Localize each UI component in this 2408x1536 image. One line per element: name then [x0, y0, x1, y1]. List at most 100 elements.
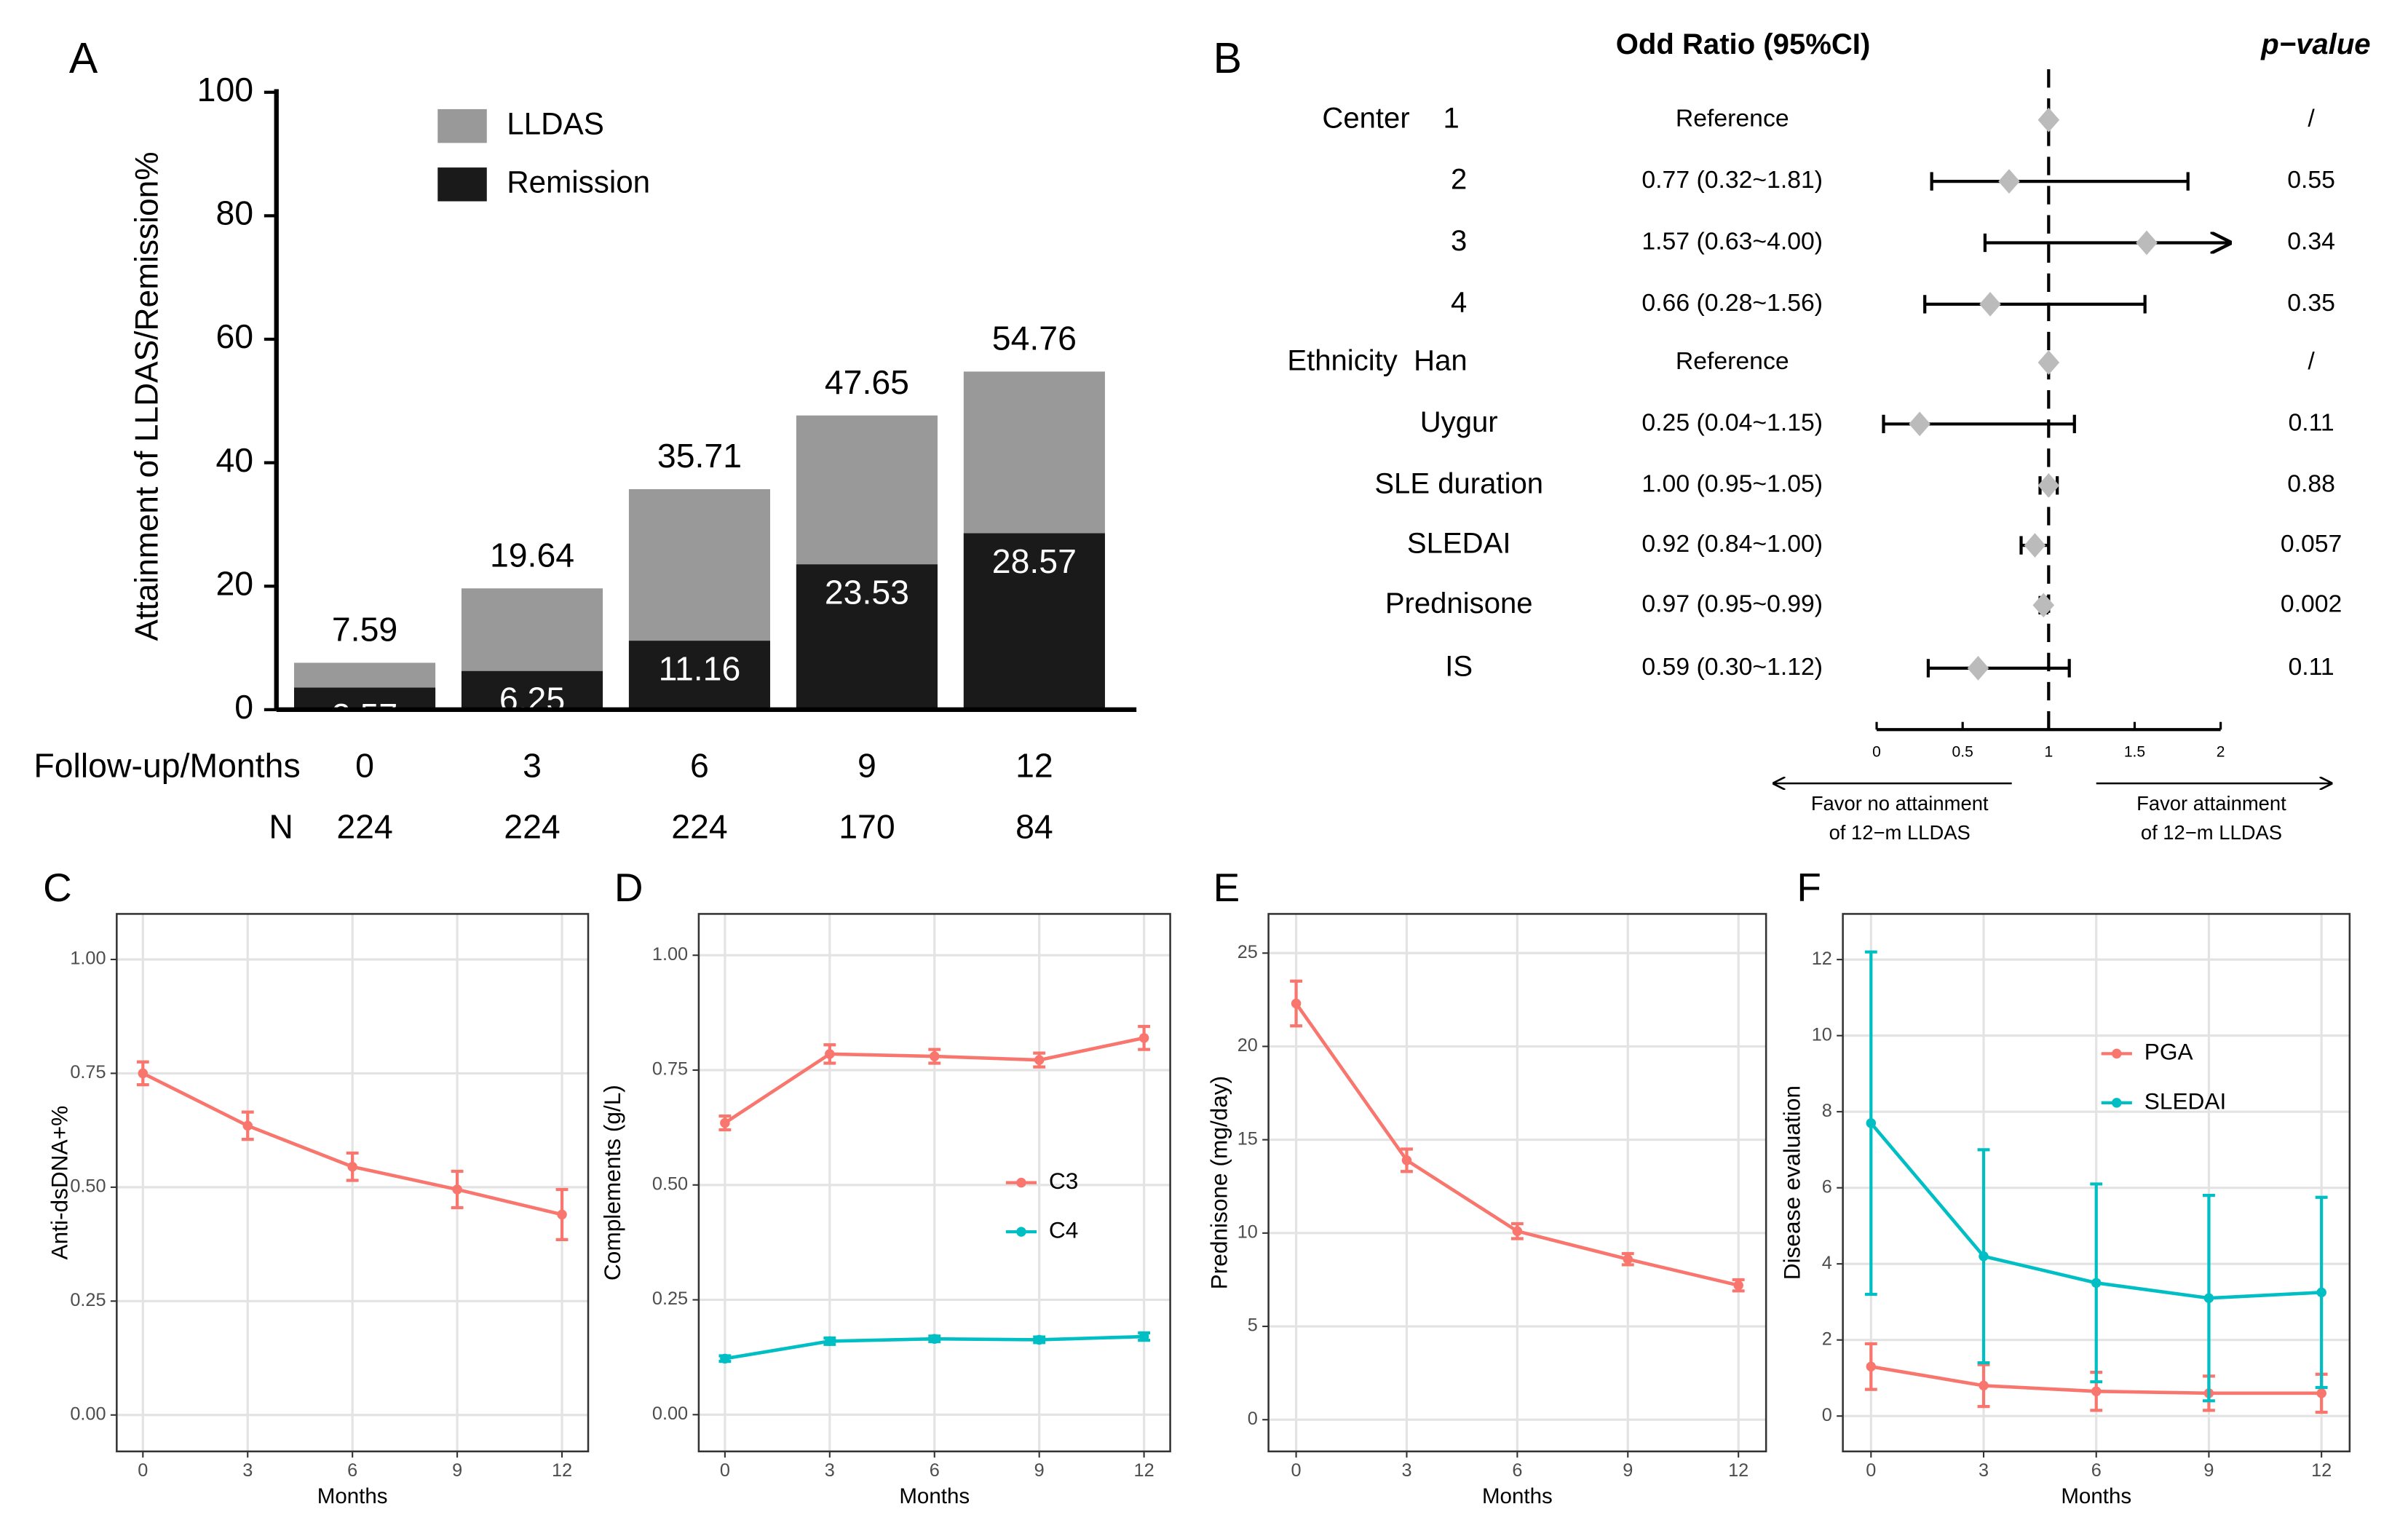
y-tick-label: 1.00 — [70, 949, 106, 969]
point — [1866, 1118, 1877, 1128]
x-axis-title: Follow-up/Months — [33, 746, 300, 784]
y-tick-label: 0.75 — [652, 1059, 688, 1080]
y-tick-label: 10 — [1812, 1024, 1832, 1045]
point — [825, 1336, 835, 1347]
estimate-diamond — [2032, 593, 2055, 618]
x-axis-title: Months — [899, 1484, 970, 1508]
estimate-diamond — [1979, 291, 2001, 317]
x-tick-label: 12 — [2311, 1460, 2332, 1481]
point — [929, 1334, 940, 1344]
panel-label: F — [1797, 865, 1821, 910]
y-tick-label: 20 — [215, 564, 253, 602]
point — [1034, 1334, 1045, 1345]
plot-border — [116, 913, 590, 1453]
row-label: IS — [1445, 650, 1473, 682]
x-tick-label: 3 — [523, 746, 542, 784]
y-axis-title: Complements (g/L) — [599, 1085, 625, 1280]
bar — [963, 533, 1105, 710]
estimate-diamond — [1909, 411, 1930, 437]
point — [1138, 1033, 1149, 1043]
x-axis-title: Months — [2061, 1484, 2131, 1508]
y-tick-label: 0.50 — [70, 1176, 106, 1197]
estimate-diamond — [2037, 472, 2060, 498]
p-value: 0.057 — [2281, 530, 2342, 558]
point — [1138, 1331, 1149, 1342]
point — [825, 1049, 835, 1059]
y-tick-label: 12 — [1812, 949, 1832, 969]
p-value: 0.002 — [2281, 590, 2342, 617]
value-label: 28.57 — [992, 542, 1077, 580]
x-tick-label: 6 — [347, 1460, 357, 1481]
y-tick-label: 5 — [1248, 1315, 1258, 1336]
estimate-label: 0.97 (0.95~0.99) — [1641, 590, 1823, 617]
y-tick-label: 0.00 — [70, 1404, 106, 1424]
y-axis-title: Prednisone (mg/day) — [1206, 1076, 1232, 1290]
value-label: 6.25 — [499, 680, 565, 718]
y-axis-title: Attainment of LLDAS/Remission% — [129, 151, 165, 641]
panel-label: E — [1213, 865, 1240, 910]
x-tick-label: 9 — [1623, 1460, 1633, 1481]
point — [2091, 1386, 2102, 1396]
point — [242, 1120, 253, 1131]
estimate-diamond — [1998, 169, 2020, 194]
y-tick-label: 0 — [1822, 1405, 1832, 1425]
x-tick-label: 12 — [552, 1460, 572, 1481]
point — [2316, 1388, 2326, 1398]
y-tick-label: 60 — [215, 317, 253, 355]
panel-label: D — [614, 865, 643, 910]
x-tick-label: 12 — [1015, 746, 1053, 784]
panel-label: C — [43, 865, 72, 910]
header: p−value — [2260, 28, 2370, 60]
y-tick-label: 10 — [1237, 1222, 1258, 1243]
n-label: N — [269, 808, 293, 846]
estimate-diamond — [2037, 350, 2060, 375]
header: Odd Ratio (95%CI) — [1616, 28, 1871, 60]
legend-point — [1016, 1227, 1026, 1237]
annotation: of 12−m LLDAS — [2141, 821, 2282, 844]
annotation: of 12−m LLDAS — [1829, 821, 1971, 844]
y-tick-label: 6 — [1822, 1176, 1832, 1197]
y-tick-label: 15 — [1237, 1128, 1258, 1149]
legend-swatch — [437, 167, 487, 202]
row-label: 2 — [1451, 164, 1467, 196]
value-label: 47.65 — [825, 363, 909, 401]
point — [2203, 1293, 2214, 1303]
y-tick-label: 0.00 — [652, 1404, 688, 1424]
x-axis-title: Months — [1482, 1484, 1553, 1508]
x-tick-label: 0 — [138, 1460, 148, 1481]
value-label: 19.64 — [490, 536, 574, 574]
point — [138, 1068, 148, 1079]
p-value: 0.35 — [2287, 289, 2335, 317]
point — [1979, 1380, 1989, 1391]
estimate-label: 1.00 (0.95~1.05) — [1641, 470, 1823, 498]
legend-label: SLEDAI — [2144, 1088, 2227, 1114]
estimate-diamond — [2136, 230, 2158, 256]
legend-point — [2112, 1048, 2122, 1059]
value-label: 54.76 — [992, 319, 1077, 357]
x-tick-label: 0 — [1872, 743, 1881, 760]
estimate-diamond — [1967, 655, 1989, 681]
x-tick-label: 0 — [355, 746, 374, 784]
point — [720, 1353, 730, 1364]
y-tick-label: 0.25 — [70, 1290, 106, 1310]
bar — [461, 670, 603, 710]
point — [452, 1184, 462, 1195]
point — [1733, 1280, 1743, 1291]
y-tick-label: 80 — [215, 194, 253, 232]
x-tick-label: 9 — [452, 1460, 462, 1481]
point — [1401, 1155, 1412, 1165]
row-label: SLE duration — [1374, 467, 1543, 499]
x-tick-label: 1.5 — [2124, 743, 2145, 760]
row-group: Center — [1322, 102, 1409, 134]
x-tick-label: 6 — [2091, 1460, 2102, 1481]
point — [929, 1051, 940, 1061]
y-tick-label: 0.50 — [652, 1173, 688, 1194]
plot-border — [1267, 913, 1767, 1453]
estimate-label: 0.77 (0.32~1.81) — [1641, 166, 1823, 194]
estimate-label: 0.59 (0.30~1.12) — [1641, 653, 1823, 681]
p-value: 0.34 — [2287, 227, 2335, 255]
value-label: 3.57 — [332, 697, 397, 735]
p-value: / — [2308, 347, 2315, 375]
